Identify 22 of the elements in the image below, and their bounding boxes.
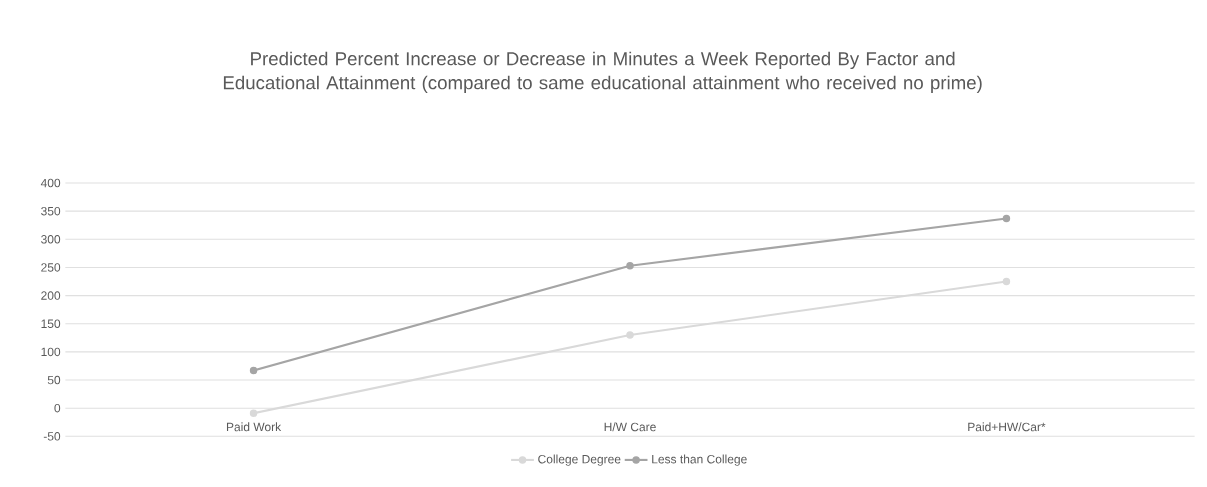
y-tick-label: 100 (41, 347, 61, 357)
point (1002, 277, 1011, 286)
point (626, 262, 634, 270)
x-tick-label: Paid+HW/Car* (968, 422, 1046, 432)
y-tick-label: 0 (54, 403, 61, 413)
x-tick-label: H/W Care (604, 422, 656, 432)
y-tick-label: 150 (41, 319, 61, 328)
y-tick-label: 200 (41, 291, 61, 300)
y-tick-label: 350 (41, 206, 61, 216)
point (249, 409, 258, 417)
point (1002, 214, 1011, 223)
legend-label: Less than College (652, 454, 747, 466)
x-tick-label: Paid Work (226, 422, 282, 432)
legend-label: College Degree (538, 454, 621, 466)
point (626, 331, 634, 339)
y-tick-label: 250 (41, 263, 61, 272)
y-tick-label: 300 (41, 235, 61, 244)
point (249, 366, 258, 375)
y-tick-label: 50 (47, 375, 61, 385)
y-tick-label: 400 (40, 178, 61, 188)
chart-title: Predicted Percent Increase or Decrease in Minutes a Week Reported By Factor and Educational Attainment (compared to same educational attainment who received no prime) (223, 51, 982, 94)
y-tick-label: -50 (43, 432, 61, 441)
